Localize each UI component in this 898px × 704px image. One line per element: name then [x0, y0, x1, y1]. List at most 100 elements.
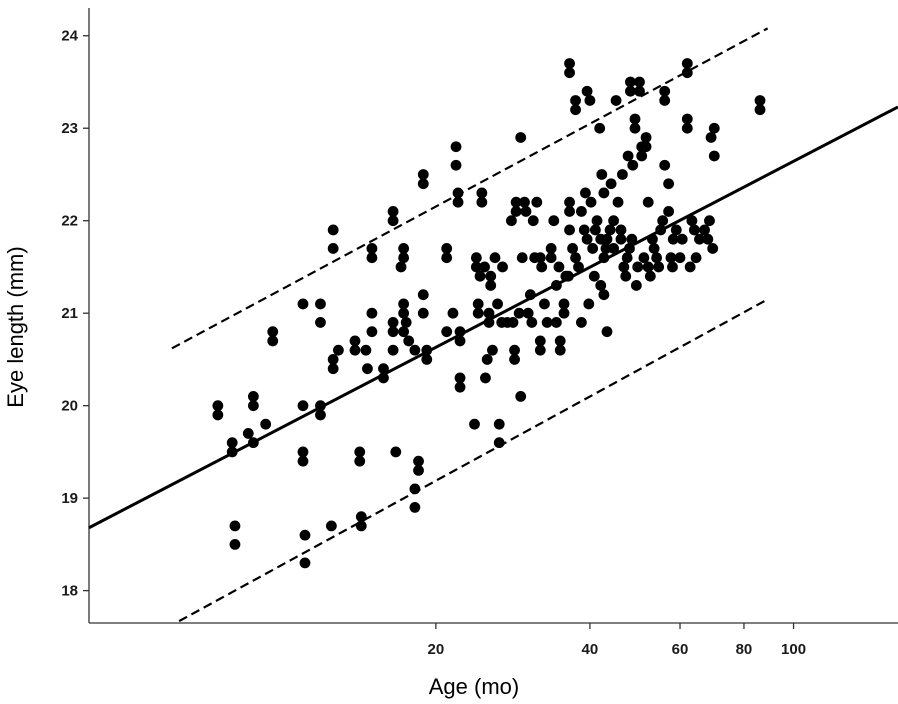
x-axis-title: Age (mo) — [429, 674, 519, 699]
data-point — [522, 307, 534, 319]
data-point — [474, 270, 486, 282]
data-point — [647, 233, 658, 245]
data-point — [487, 344, 498, 356]
data-point — [615, 233, 627, 245]
data-point — [632, 261, 644, 273]
data-point — [627, 159, 639, 171]
data-point — [601, 233, 613, 245]
data-point — [591, 215, 603, 227]
y-tick-label: 21 — [61, 305, 78, 322]
data-point — [604, 224, 616, 236]
data-point — [507, 317, 519, 328]
data-point — [707, 243, 719, 254]
data-point — [403, 335, 415, 347]
data-point — [483, 317, 495, 328]
data-point — [550, 317, 562, 328]
data-point — [390, 446, 402, 458]
data-point — [617, 169, 628, 180]
data-point — [299, 529, 311, 541]
data-point — [688, 224, 700, 236]
data-point — [642, 196, 654, 208]
data-point — [567, 243, 578, 254]
data-point — [519, 196, 530, 208]
data-point — [327, 243, 339, 254]
data-point — [417, 169, 429, 180]
data-point — [663, 178, 675, 190]
data-point — [624, 243, 635, 254]
data-point — [536, 261, 548, 273]
data-point — [297, 455, 309, 467]
data-point — [509, 344, 520, 356]
data-point — [450, 159, 462, 171]
data-point — [492, 298, 503, 310]
data-point — [534, 335, 546, 347]
data-point — [327, 354, 339, 365]
data-point — [229, 520, 241, 532]
data-point — [621, 252, 633, 264]
data-point — [541, 317, 553, 328]
data-point — [638, 252, 650, 264]
x-tick-label: 60 — [672, 641, 689, 658]
data-point — [515, 132, 527, 143]
data-point — [534, 344, 546, 356]
data-point — [573, 261, 584, 273]
y-axis-title: Eye length (mm) — [3, 246, 28, 407]
data-point — [349, 335, 361, 347]
data-point — [674, 252, 686, 264]
data-point — [454, 372, 466, 384]
data-point — [554, 335, 566, 347]
data-point — [684, 261, 696, 273]
data-point — [585, 196, 597, 208]
data-point — [387, 344, 399, 356]
data-point — [558, 307, 570, 319]
data-point — [576, 206, 587, 217]
data-point — [417, 178, 429, 190]
data-point — [483, 307, 495, 319]
data-point — [564, 58, 575, 69]
data-point — [705, 132, 717, 143]
data-point — [454, 326, 466, 338]
data-point — [583, 298, 595, 310]
data-point — [447, 307, 459, 319]
data-point — [476, 187, 488, 199]
data-point — [516, 252, 528, 264]
lower-prediction-band — [178, 298, 769, 623]
data-point — [667, 261, 678, 273]
data-point — [493, 418, 505, 430]
data-point — [754, 104, 766, 116]
data-point — [564, 224, 575, 236]
data-point — [594, 122, 606, 134]
data-point — [642, 261, 654, 273]
data-point — [580, 187, 591, 199]
data-point — [686, 215, 698, 227]
data-point — [610, 95, 622, 106]
data-point — [570, 95, 581, 106]
data-point — [564, 196, 575, 208]
data-point — [598, 252, 610, 264]
data-point — [398, 298, 410, 310]
data-point — [659, 159, 671, 171]
y-tick-label: 19 — [61, 490, 78, 507]
data-point — [655, 224, 667, 236]
data-point — [387, 317, 399, 328]
data-point — [247, 400, 259, 412]
data-point — [315, 298, 326, 310]
data-point — [562, 270, 574, 282]
data-point — [554, 344, 566, 356]
data-point — [247, 437, 259, 449]
data-point — [620, 270, 632, 282]
data-point — [626, 233, 638, 245]
data-point — [564, 206, 575, 217]
data-point — [421, 354, 433, 365]
x-tick-label: 100 — [781, 641, 806, 658]
data-point — [229, 538, 241, 550]
data-point — [327, 363, 339, 375]
data-point — [366, 252, 378, 264]
data-point — [526, 317, 538, 328]
data-point — [520, 206, 532, 217]
data-point — [409, 501, 421, 513]
data-point — [450, 141, 462, 153]
data-point — [676, 233, 688, 245]
data-point — [349, 344, 361, 356]
